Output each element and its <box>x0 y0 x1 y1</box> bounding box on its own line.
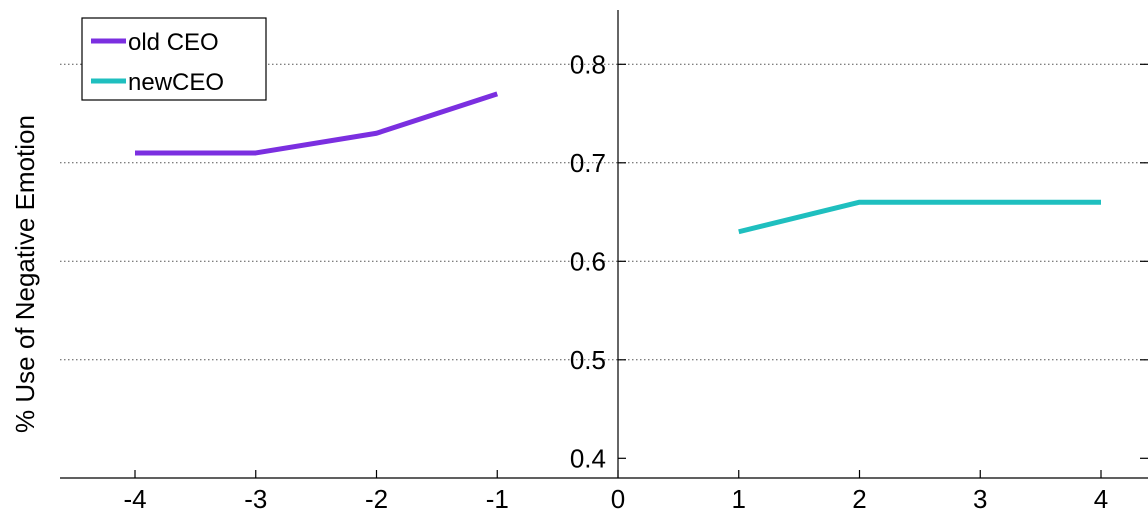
gridlines <box>60 63 1148 361</box>
y-tick-label: 0.6 <box>570 246 606 276</box>
x-tick-label: 2 <box>852 484 866 514</box>
y-ticks: 0.4 0.5 0.6 0.7 0.8 <box>570 49 1148 473</box>
x-ticks: -4 -3 -2 -1 0 1 2 3 4 <box>123 470 1108 514</box>
x-tick-label: 1 <box>732 484 746 514</box>
series-lines <box>135 91 1101 235</box>
x-tick-label: 3 <box>973 484 987 514</box>
legend-box <box>81 17 267 101</box>
y-tick-label: 0.8 <box>570 49 606 79</box>
x-tick-label: -3 <box>244 484 267 514</box>
x-tick-label: -2 <box>365 484 388 514</box>
y-tick-label: 0.4 <box>570 443 606 473</box>
y-tick-label: 0.5 <box>570 345 606 375</box>
x-tick-label: -1 <box>486 484 509 514</box>
legend-label-new-ceo: newCEO <box>128 69 224 96</box>
series-line-1 <box>738 199 1101 235</box>
x-tick-label: 4 <box>1094 484 1108 514</box>
y-tick-label: 0.7 <box>570 148 606 178</box>
legend-label-old-ceo: old CEO <box>128 29 219 56</box>
series-line-0 <box>135 91 499 156</box>
legend: old CEO newCEO <box>81 17 267 101</box>
x-tick-label: -4 <box>123 484 146 514</box>
y-axis-title: % Use of Negative Emotion <box>10 115 40 433</box>
x-tick-label: 0 <box>611 484 625 514</box>
